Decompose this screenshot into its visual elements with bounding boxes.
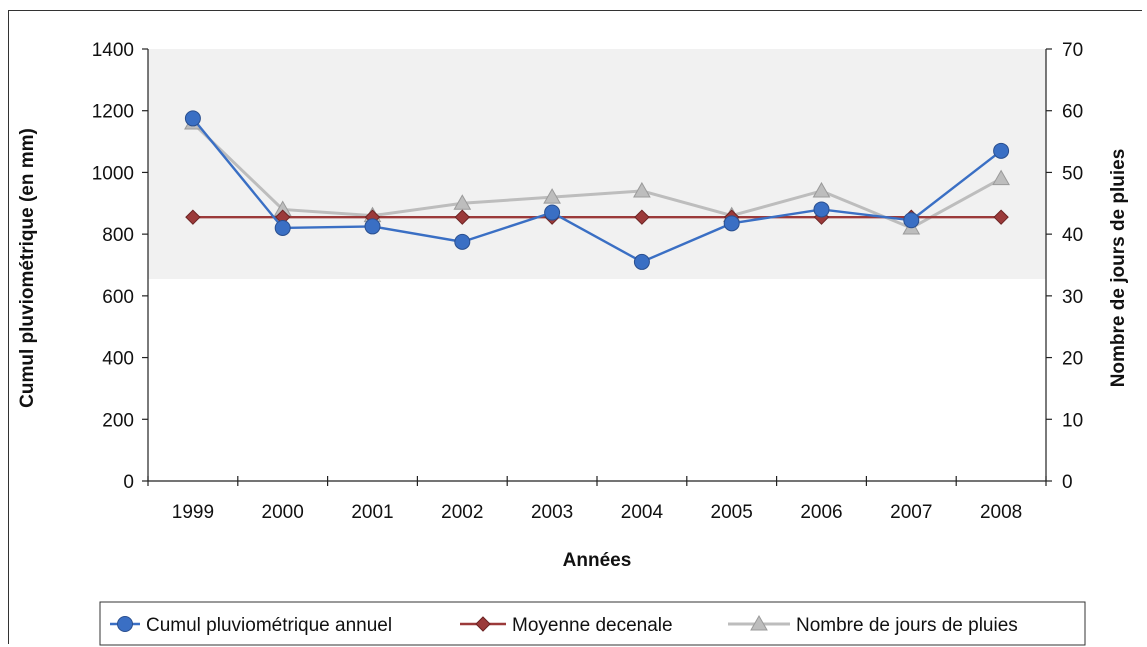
x-tick-label: 2002	[441, 502, 483, 523]
legend-box	[99, 601, 1086, 646]
circle-series-point	[813, 201, 830, 218]
diamond-series-point	[634, 209, 650, 225]
y2-tick-label: 60	[1062, 102, 1083, 123]
plot-background-lower	[148, 279, 1046, 481]
y2-tick-label: 50	[1062, 163, 1083, 184]
diamond-series-point	[993, 209, 1009, 225]
legend-marker	[475, 616, 491, 632]
x-tick-label: 2004	[621, 502, 664, 523]
x-tick-label: 2006	[800, 502, 842, 523]
circle-series-point	[364, 218, 381, 235]
circle-series-point	[274, 219, 291, 236]
legend-marker	[750, 614, 768, 631]
x-tick-label: 2007	[890, 502, 932, 523]
y2-tick-label: 70	[1062, 40, 1083, 61]
diamond-series-point	[185, 209, 201, 225]
y-tick-label: 400	[102, 349, 134, 370]
diamond-series-point	[454, 209, 471, 225]
circle-series-point	[903, 212, 920, 229]
circle-series-point	[993, 142, 1010, 159]
y2-tick-label: 0	[1062, 472, 1073, 493]
y-tick-label: 0	[123, 472, 134, 493]
y2-tick-label: 40	[1062, 225, 1083, 246]
triangle-series-point	[633, 181, 651, 198]
circle-series-line	[191, 117, 1002, 264]
series-group	[184, 110, 1010, 270]
legend-label: Moyenne decenale	[512, 615, 673, 636]
y-tick-label: 1400	[92, 40, 134, 61]
circle-series-point	[723, 215, 740, 232]
legend-label: Cumul pluviométrique annuel	[146, 615, 392, 636]
y-tick-label: 200	[102, 410, 134, 431]
y2-tick-label: 30	[1062, 287, 1083, 308]
x-tick-label: 2005	[711, 502, 753, 523]
y-tick-label: 600	[102, 287, 134, 308]
triangle-series-point	[812, 181, 831, 198]
triangle-series-point	[543, 188, 561, 204]
circle-series-point	[544, 204, 561, 221]
y2-tick-label: 10	[1062, 410, 1083, 431]
circle-series-point	[454, 233, 471, 250]
triangle-series-point	[992, 169, 1010, 186]
circle-series-point	[633, 253, 650, 270]
chart-frame	[8, 10, 1142, 644]
triangle-series-line	[191, 121, 1002, 230]
triangle-series-point	[453, 194, 472, 210]
x-axis-title: Années	[563, 550, 632, 571]
x-tick-label: 2001	[351, 502, 393, 523]
x-tick-label: 1999	[172, 502, 214, 523]
plot-background	[148, 49, 1046, 279]
y2-axis-title: Nombre de jours de pluies	[1108, 149, 1129, 388]
legend-label: Nombre de jours de pluies	[796, 615, 1018, 636]
y-tick-label: 1000	[92, 163, 134, 184]
y-tick-label: 1200	[92, 102, 134, 123]
legend-marker	[117, 616, 133, 632]
x-tick-label: 2003	[531, 502, 573, 523]
y-tick-label: 800	[102, 225, 134, 246]
y-axis-title: Cumul pluviométrique (en mm)	[17, 128, 38, 408]
x-tick-label: 2008	[980, 502, 1022, 523]
axes-group: 0 200 400 600 800 1000 1200 1400 0 10 20 30 40 50 60 70…	[92, 40, 1083, 523]
y2-tick-label: 20	[1062, 349, 1083, 370]
circle-series-point	[184, 110, 201, 127]
x-tick-label: 2000	[262, 502, 304, 523]
legend: Cumul pluviométrique annuel Moyenne decen…	[99, 601, 1086, 646]
